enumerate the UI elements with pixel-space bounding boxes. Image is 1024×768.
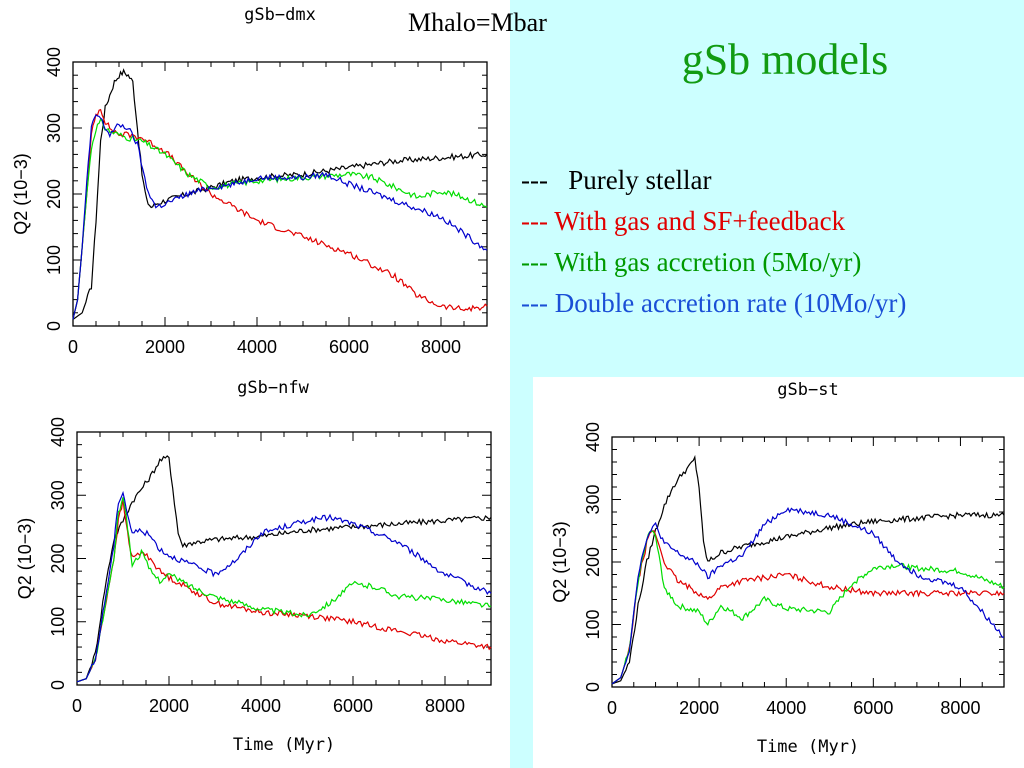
x-tick-label: 0	[72, 696, 82, 716]
y-axis-label: Q2 (10−3)	[550, 521, 570, 603]
x-tick-label: 0	[607, 698, 617, 718]
y-tick-label: 300	[48, 480, 68, 510]
y-tick-label: 400	[583, 422, 603, 452]
y-tick-label: 100	[44, 245, 64, 275]
series-line-red	[72, 108, 488, 320]
legend-dash: ---	[521, 288, 548, 318]
bottom-left-chart-background	[0, 392, 510, 768]
series-line-green	[611, 530, 1005, 685]
series-line-green	[72, 118, 488, 320]
x-tick-label: 8000	[940, 698, 980, 718]
y-axis-label: Q2 (10−3)	[11, 153, 31, 235]
slide-subtitle: Mhalo=Mbar	[408, 8, 547, 37]
x-tick-label: 6000	[333, 696, 373, 716]
x-tick-label: 2000	[145, 337, 185, 357]
y-tick-label: 200	[44, 179, 64, 209]
x-tick-label: 8000	[421, 337, 461, 357]
series-line-blue	[72, 114, 488, 320]
legend-item-stellar: --- Purely stellar	[521, 160, 906, 201]
legend: --- Purely stellar --- With gas and SF+f…	[521, 160, 906, 324]
y-tick-label: 0	[44, 321, 64, 331]
chart-title: gSb−st	[777, 380, 838, 400]
x-tick-label: 6000	[853, 698, 893, 718]
legend-item-accretion: --- With gas accretion (5Mo/yr)	[521, 242, 906, 283]
series-line-blue	[76, 490, 492, 683]
y-axis-label: Q2 (10−3)	[15, 518, 35, 600]
y-tick-label: 300	[583, 484, 603, 514]
x-axis-label: Time (Myr)	[233, 735, 335, 755]
legend-item-gas-sf: --- With gas and SF+feedback	[521, 201, 906, 242]
slide-title: gSb models	[681, 35, 889, 84]
x-tick-label: 2000	[679, 698, 719, 718]
y-tick-label: 100	[583, 609, 603, 639]
legend-label: With gas accretion (5Mo/yr)	[554, 247, 862, 277]
plot-frame	[611, 436, 1005, 688]
legend-label: With gas and SF+feedback	[554, 206, 846, 236]
y-tick-label: 400	[44, 47, 64, 77]
legend-dash: ---	[521, 165, 548, 195]
y-tick-label: 0	[583, 682, 603, 692]
x-tick-label: 4000	[237, 337, 277, 357]
series-line-red	[611, 530, 1005, 685]
y-tick-label: 200	[48, 543, 68, 573]
x-tick-label: 8000	[425, 696, 465, 716]
chart-title: gSb−dmx	[244, 5, 316, 25]
series-line-green	[76, 497, 492, 683]
x-tick-label: 4000	[766, 698, 806, 718]
y-tick-label: 400	[48, 417, 68, 447]
y-tick-label: 200	[583, 547, 603, 577]
y-tick-label: 300	[44, 113, 64, 143]
legend-dash: ---	[521, 247, 548, 277]
series-line-black	[76, 455, 492, 683]
legend-item-double-accretion: --- Double accretion rate (10Mo/yr)	[521, 283, 906, 324]
x-axis-label: Time (Myr)	[757, 737, 859, 757]
legend-label: Double accretion rate (10Mo/yr)	[554, 288, 907, 318]
x-tick-label: 6000	[329, 337, 369, 357]
series-line-black	[72, 68, 488, 320]
legend-dash: ---	[521, 206, 548, 236]
x-tick-label: 4000	[241, 696, 281, 716]
x-tick-label: 2000	[149, 696, 189, 716]
series-line-blue	[611, 507, 1005, 685]
chart-title: gSb−nfw	[237, 378, 309, 398]
legend-label: Purely stellar	[568, 165, 712, 195]
series-line-black	[611, 454, 1005, 685]
y-tick-label: 0	[48, 680, 68, 690]
y-tick-label: 100	[48, 607, 68, 637]
x-tick-label: 0	[68, 337, 78, 357]
bottom-right-chart-background	[533, 377, 1024, 768]
